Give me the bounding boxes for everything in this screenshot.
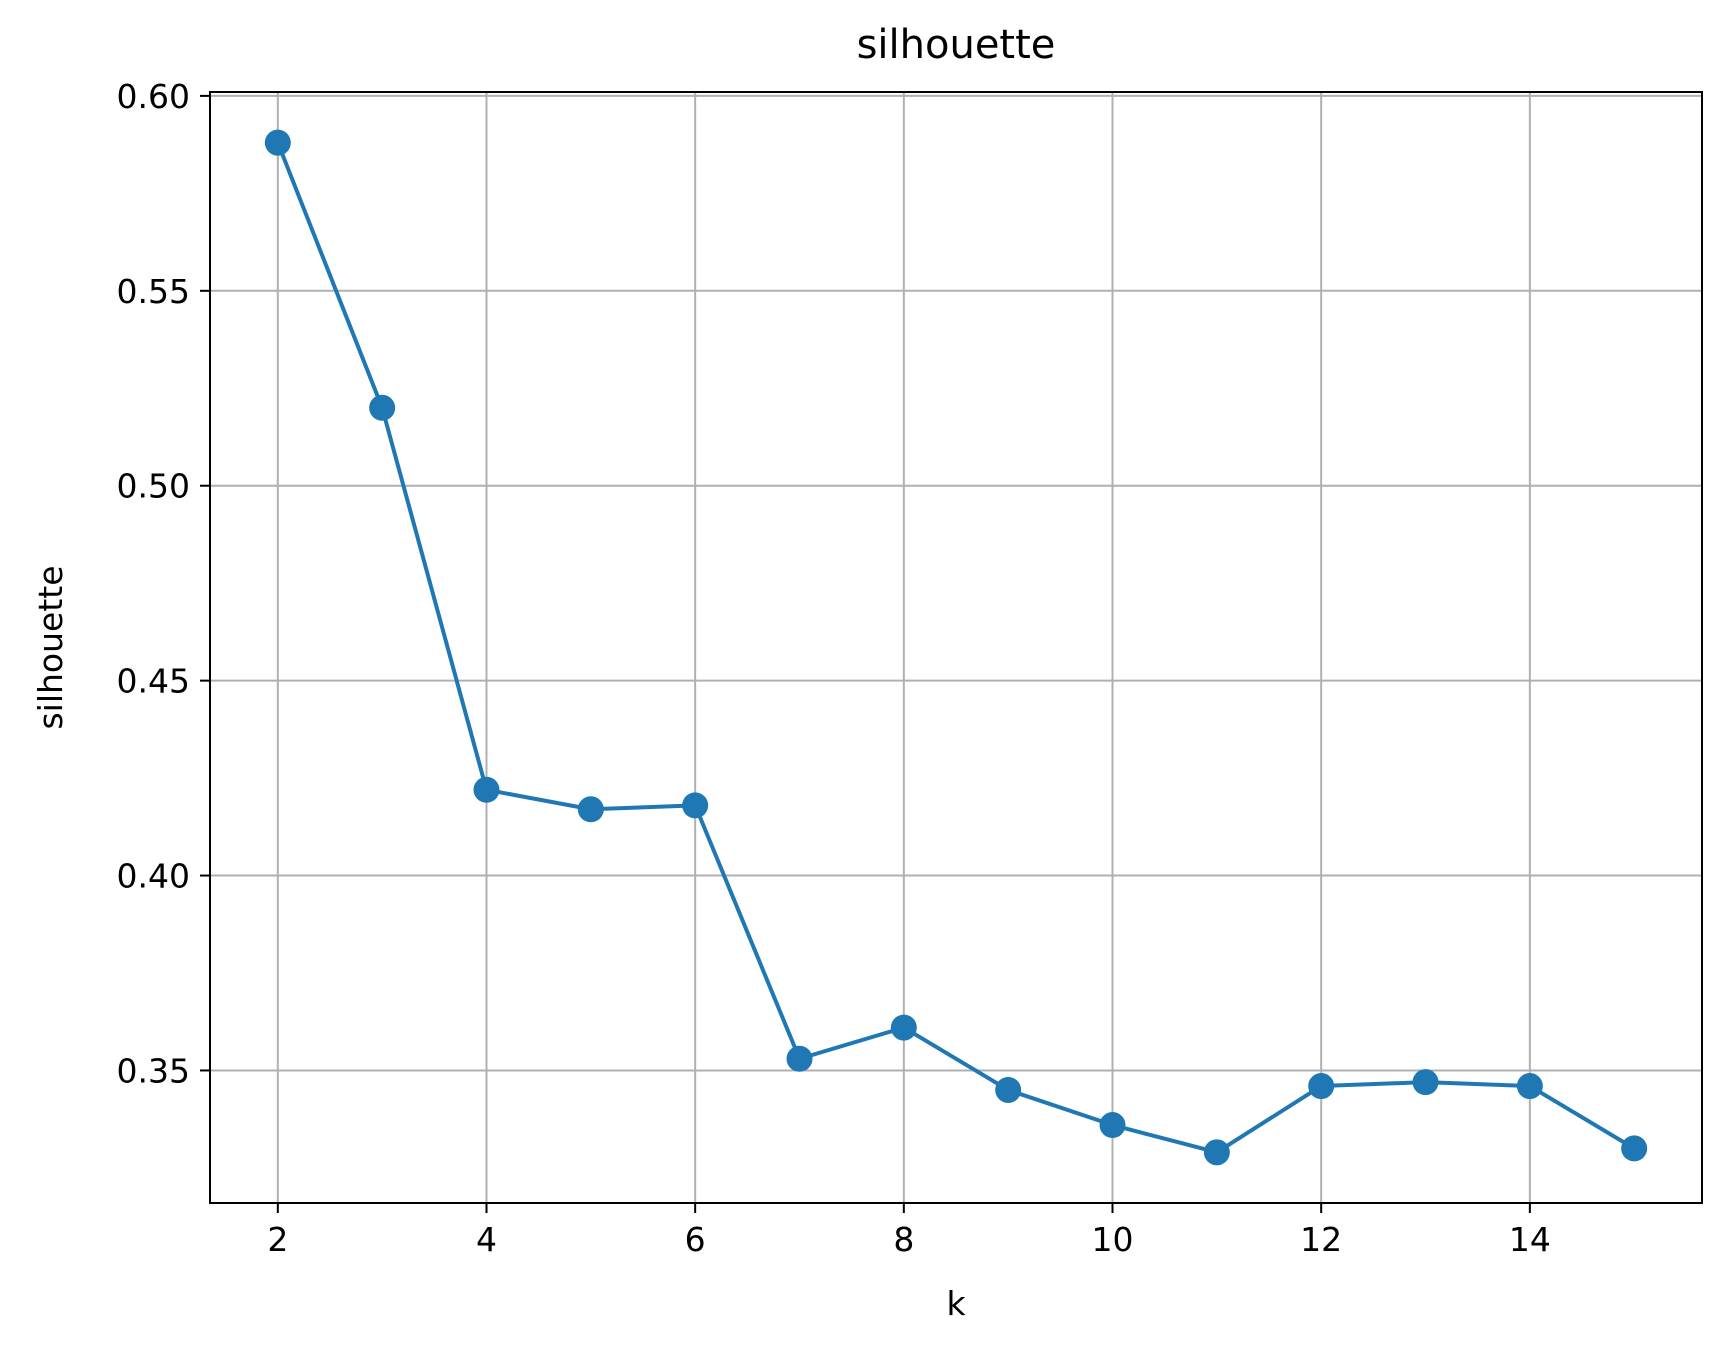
y-axis-title: silhouette	[31, 565, 70, 729]
series-silhouette	[264, 129, 1648, 1166]
y-tick-label: 0.40	[117, 857, 190, 896]
x-tick-label: 8	[893, 1220, 914, 1259]
x-tick-label: 10	[1092, 1220, 1134, 1259]
x-tick-label: 14	[1509, 1220, 1551, 1259]
x-tick-label: 4	[476, 1220, 497, 1259]
y-tick-label: 0.60	[117, 77, 190, 116]
ticks: 2 4 6 8 10 12 14 0.35 0.40 0.45 0.50 0.55 0.60	[117, 77, 1551, 1259]
grid	[210, 92, 1702, 1203]
data-point	[890, 1014, 917, 1041]
data-point	[1203, 1139, 1230, 1166]
data-point	[1308, 1073, 1335, 1100]
data-point	[1412, 1069, 1439, 1096]
x-tick-label: 12	[1300, 1220, 1342, 1259]
y-tick-label: 0.45	[117, 662, 190, 701]
x-tick-label: 6	[685, 1220, 706, 1259]
data-point	[577, 796, 604, 823]
data-point	[786, 1045, 813, 1072]
data-point	[1621, 1135, 1648, 1162]
data-point	[473, 776, 500, 803]
data-point	[1099, 1112, 1126, 1139]
plot-frame	[209, 91, 1703, 1204]
y-tick-label: 0.55	[117, 272, 190, 311]
data-point	[369, 394, 396, 421]
data-point	[1516, 1073, 1543, 1100]
series-line	[275, 141, 1636, 1155]
chart-title: silhouette	[857, 22, 1056, 68]
x-tick-label: 2	[267, 1220, 288, 1259]
data-point	[682, 792, 709, 819]
data-point	[264, 129, 291, 156]
x-axis-title: k	[946, 1284, 966, 1323]
data-point	[995, 1076, 1022, 1103]
y-tick-label: 0.50	[117, 467, 190, 506]
y-tick-label: 0.35	[117, 1051, 190, 1090]
